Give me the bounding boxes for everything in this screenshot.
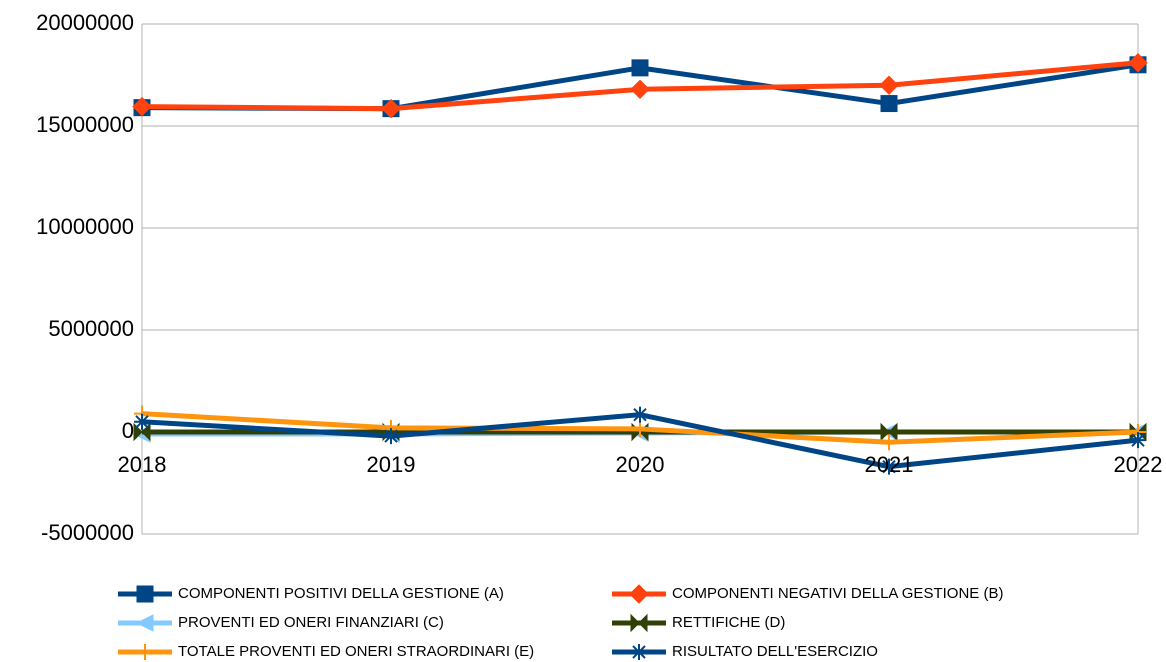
legend-label: PROVENTI ED ONERI FINANZIARI (C) <box>178 614 444 631</box>
x-tick-label: 2018 <box>118 452 167 477</box>
legend-label: COMPONENTI POSITIVI DELLA GESTIONE (A) <box>178 585 504 602</box>
legend-label: COMPONENTI NEGATIVI DELLA GESTIONE (B) <box>672 585 1003 602</box>
y-tick-label: 15000000 <box>36 112 134 137</box>
data-point <box>630 79 650 99</box>
legend-marker <box>136 585 154 603</box>
legend-marker <box>630 613 648 633</box>
data-point <box>881 458 897 475</box>
y-tick-label: 20000000 <box>36 10 134 35</box>
x-tick-label: 2019 <box>367 452 416 477</box>
data-point <box>133 422 151 442</box>
data-point <box>1128 53 1148 73</box>
y-tick-label: -5000000 <box>41 520 134 545</box>
x-tick-label: 2022 <box>1114 452 1163 477</box>
data-point <box>881 434 897 451</box>
data-point <box>132 96 152 117</box>
legend-label: RETTIFICHE (D) <box>672 614 785 631</box>
legend-marker <box>137 644 153 660</box>
data-point <box>880 95 898 113</box>
y-tick-label: 0 <box>122 418 134 443</box>
data-point <box>381 98 401 119</box>
legend-marker <box>629 584 649 604</box>
data-point <box>134 413 150 430</box>
legend-marker <box>631 644 647 660</box>
x-tick-label: 2021 <box>865 452 914 477</box>
data-point <box>879 75 899 95</box>
data-point <box>1130 432 1146 449</box>
data-point <box>632 420 648 437</box>
data-point <box>383 428 399 445</box>
legend-marker <box>135 614 154 632</box>
data-point <box>632 406 648 423</box>
legend-label: RISULTATO DELL'ESERCIZIO <box>672 643 878 660</box>
legend-label: TOTALE PROVENTI ED ONERI STRAORDINARI (E… <box>178 643 534 660</box>
y-tick-label: 10000000 <box>36 214 134 239</box>
x-tick-label: 2020 <box>616 452 665 477</box>
data-point <box>880 422 898 442</box>
y-tick-label: 5000000 <box>48 316 134 341</box>
data-point <box>631 59 649 77</box>
